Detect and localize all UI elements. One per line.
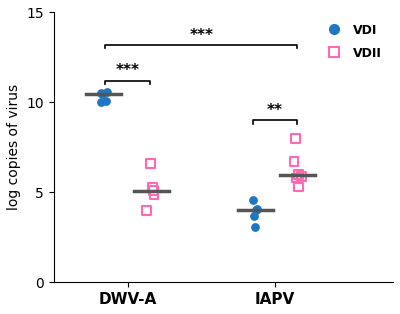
Point xyxy=(106,92,112,97)
Point xyxy=(106,99,112,104)
Legend: VDI, VDII: VDI, VDII xyxy=(317,19,387,65)
Point xyxy=(294,159,300,164)
Point xyxy=(99,90,106,95)
Point xyxy=(144,184,151,189)
Point xyxy=(290,184,296,189)
Point xyxy=(246,197,252,202)
Point xyxy=(148,192,154,198)
Point xyxy=(106,89,112,94)
Point xyxy=(246,213,252,218)
Point xyxy=(101,98,108,103)
Point xyxy=(147,161,154,166)
Text: ***: *** xyxy=(116,63,140,78)
Point xyxy=(297,176,304,181)
Text: ***: *** xyxy=(189,28,213,43)
Point xyxy=(252,206,259,211)
Point xyxy=(290,136,296,141)
Y-axis label: log copies of virus: log copies of virus xyxy=(7,84,21,210)
Point xyxy=(294,172,300,177)
Point xyxy=(248,208,254,213)
Point xyxy=(146,208,152,213)
Text: **: ** xyxy=(267,103,283,118)
Point xyxy=(145,188,152,193)
Point xyxy=(294,174,300,179)
Point xyxy=(249,224,255,229)
